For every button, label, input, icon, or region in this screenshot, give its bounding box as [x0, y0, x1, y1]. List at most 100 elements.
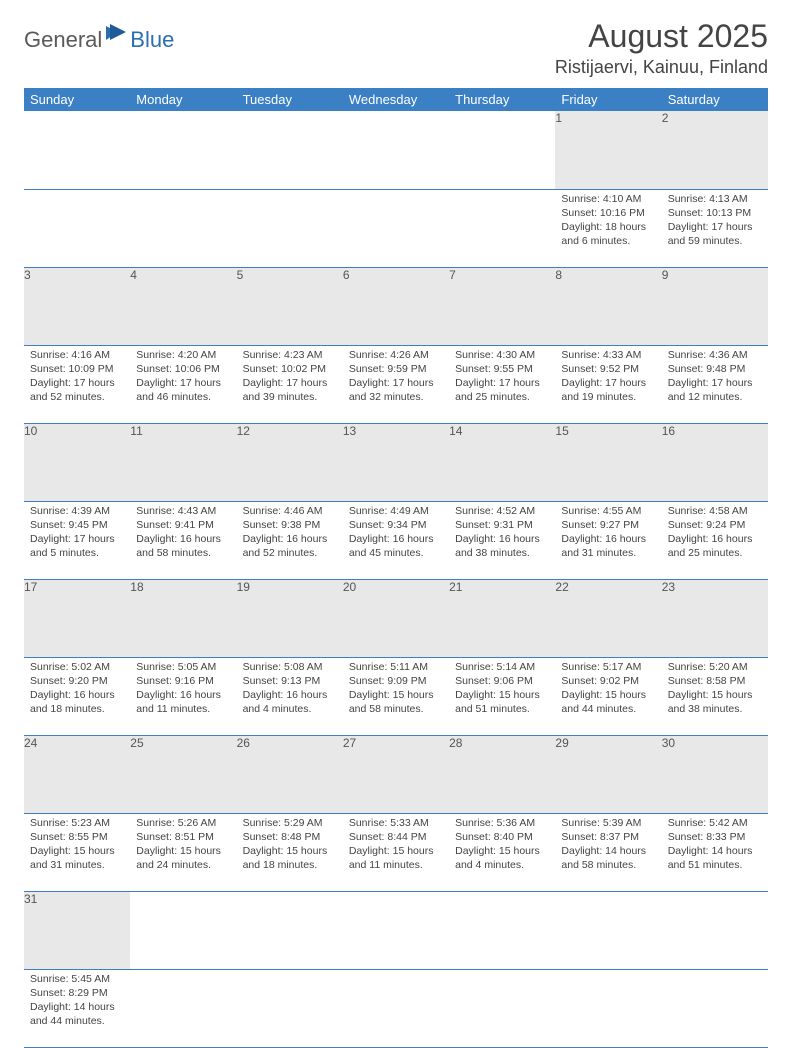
- day-details: Sunrise: 5:05 AMSunset: 9:16 PMDaylight:…: [130, 658, 236, 721]
- sunrise-line: Sunrise: 4:49 AM: [349, 504, 443, 518]
- day-details: Sunrise: 5:36 AMSunset: 8:40 PMDaylight:…: [449, 814, 555, 877]
- day-cell: [449, 969, 555, 1047]
- day-number-cell: 5: [237, 267, 343, 345]
- daylight-line: Daylight: 18 hours and 6 minutes.: [561, 220, 655, 248]
- sunset-line: Sunset: 9:41 PM: [136, 518, 230, 532]
- sunrise-line: Sunrise: 4:58 AM: [668, 504, 762, 518]
- day-number-cell: 3: [24, 267, 130, 345]
- day-details: Sunrise: 5:17 AMSunset: 9:02 PMDaylight:…: [555, 658, 661, 721]
- day-details: Sunrise: 4:46 AMSunset: 9:38 PMDaylight:…: [237, 502, 343, 565]
- daylight-line: Daylight: 15 hours and 11 minutes.: [349, 844, 443, 872]
- weekday-header: Monday: [130, 88, 236, 111]
- sunset-line: Sunset: 10:16 PM: [561, 206, 655, 220]
- day-details: Sunrise: 5:08 AMSunset: 9:13 PMDaylight:…: [237, 658, 343, 721]
- day-content-row: Sunrise: 5:45 AMSunset: 8:29 PMDaylight:…: [24, 969, 768, 1047]
- day-details: Sunrise: 4:33 AMSunset: 9:52 PMDaylight:…: [555, 346, 661, 409]
- sunset-line: Sunset: 9:27 PM: [561, 518, 655, 532]
- day-cell: [130, 189, 236, 267]
- daylight-line: Daylight: 15 hours and 24 minutes.: [136, 844, 230, 872]
- day-cell: Sunrise: 5:42 AMSunset: 8:33 PMDaylight:…: [662, 813, 768, 891]
- day-cell: [343, 189, 449, 267]
- weekday-header: Tuesday: [237, 88, 343, 111]
- sunrise-line: Sunrise: 4:43 AM: [136, 504, 230, 518]
- day-details: Sunrise: 4:23 AMSunset: 10:02 PMDaylight…: [237, 346, 343, 409]
- day-cell: Sunrise: 4:33 AMSunset: 9:52 PMDaylight:…: [555, 345, 661, 423]
- day-cell: Sunrise: 5:05 AMSunset: 9:16 PMDaylight:…: [130, 657, 236, 735]
- day-details: Sunrise: 5:29 AMSunset: 8:48 PMDaylight:…: [237, 814, 343, 877]
- day-number-cell: [343, 111, 449, 189]
- day-number-cell: 21: [449, 579, 555, 657]
- day-cell: Sunrise: 5:45 AMSunset: 8:29 PMDaylight:…: [24, 969, 130, 1047]
- sunrise-line: Sunrise: 4:13 AM: [668, 192, 762, 206]
- sunset-line: Sunset: 9:48 PM: [668, 362, 762, 376]
- weekday-header: Friday: [555, 88, 661, 111]
- sunrise-line: Sunrise: 5:29 AM: [243, 816, 337, 830]
- day-number-cell: 19: [237, 579, 343, 657]
- daylight-line: Daylight: 17 hours and 39 minutes.: [243, 376, 337, 404]
- sunrise-line: Sunrise: 5:33 AM: [349, 816, 443, 830]
- daylight-line: Daylight: 15 hours and 31 minutes.: [30, 844, 124, 872]
- sunset-line: Sunset: 9:16 PM: [136, 674, 230, 688]
- day-number-row: 12: [24, 111, 768, 189]
- sunrise-line: Sunrise: 5:14 AM: [455, 660, 549, 674]
- daylight-line: Daylight: 14 hours and 51 minutes.: [668, 844, 762, 872]
- sunset-line: Sunset: 8:44 PM: [349, 830, 443, 844]
- location: Ristijaervi, Kainuu, Finland: [555, 57, 768, 78]
- day-cell: [449, 189, 555, 267]
- sunrise-line: Sunrise: 5:26 AM: [136, 816, 230, 830]
- sunset-line: Sunset: 8:29 PM: [30, 986, 124, 1000]
- day-details: Sunrise: 5:45 AMSunset: 8:29 PMDaylight:…: [24, 970, 130, 1033]
- sunset-line: Sunset: 9:09 PM: [349, 674, 443, 688]
- day-details: Sunrise: 5:02 AMSunset: 9:20 PMDaylight:…: [24, 658, 130, 721]
- weekday-header: Sunday: [24, 88, 130, 111]
- weekday-header: Wednesday: [343, 88, 449, 111]
- day-cell: Sunrise: 4:58 AMSunset: 9:24 PMDaylight:…: [662, 501, 768, 579]
- logo-flag-icon: [106, 24, 128, 47]
- daylight-line: Daylight: 15 hours and 38 minutes.: [668, 688, 762, 716]
- day-number-cell: 9: [662, 267, 768, 345]
- day-cell: Sunrise: 5:23 AMSunset: 8:55 PMDaylight:…: [24, 813, 130, 891]
- day-details: Sunrise: 4:58 AMSunset: 9:24 PMDaylight:…: [662, 502, 768, 565]
- day-cell: Sunrise: 5:02 AMSunset: 9:20 PMDaylight:…: [24, 657, 130, 735]
- day-details: Sunrise: 4:52 AMSunset: 9:31 PMDaylight:…: [449, 502, 555, 565]
- sunset-line: Sunset: 9:31 PM: [455, 518, 549, 532]
- day-cell: Sunrise: 4:49 AMSunset: 9:34 PMDaylight:…: [343, 501, 449, 579]
- day-cell: Sunrise: 4:13 AMSunset: 10:13 PMDaylight…: [662, 189, 768, 267]
- logo: General Blue: [24, 24, 174, 55]
- day-number-cell: 6: [343, 267, 449, 345]
- day-number-cell: 26: [237, 735, 343, 813]
- day-cell: Sunrise: 5:36 AMSunset: 8:40 PMDaylight:…: [449, 813, 555, 891]
- day-content-row: Sunrise: 4:16 AMSunset: 10:09 PMDaylight…: [24, 345, 768, 423]
- weekday-header: Thursday: [449, 88, 555, 111]
- daylight-line: Daylight: 15 hours and 44 minutes.: [561, 688, 655, 716]
- sunset-line: Sunset: 9:38 PM: [243, 518, 337, 532]
- day-number-cell: 1: [555, 111, 661, 189]
- weekday-header: Saturday: [662, 88, 768, 111]
- daylight-line: Daylight: 16 hours and 52 minutes.: [243, 532, 337, 560]
- day-details: Sunrise: 5:20 AMSunset: 8:58 PMDaylight:…: [662, 658, 768, 721]
- day-number-cell: 4: [130, 267, 236, 345]
- daylight-line: Daylight: 16 hours and 11 minutes.: [136, 688, 230, 716]
- day-number-row: 24252627282930: [24, 735, 768, 813]
- day-cell: Sunrise: 4:36 AMSunset: 9:48 PMDaylight:…: [662, 345, 768, 423]
- day-number-cell: 20: [343, 579, 449, 657]
- day-details: Sunrise: 5:23 AMSunset: 8:55 PMDaylight:…: [24, 814, 130, 877]
- day-number-cell: 31: [24, 891, 130, 969]
- day-details: Sunrise: 4:10 AMSunset: 10:16 PMDaylight…: [555, 190, 661, 253]
- title-block: August 2025 Ristijaervi, Kainuu, Finland: [555, 18, 768, 78]
- day-details: Sunrise: 5:26 AMSunset: 8:51 PMDaylight:…: [130, 814, 236, 877]
- day-details: Sunrise: 5:14 AMSunset: 9:06 PMDaylight:…: [449, 658, 555, 721]
- logo-text-blue: Blue: [130, 27, 174, 53]
- day-number-cell: 29: [555, 735, 661, 813]
- day-content-row: Sunrise: 5:23 AMSunset: 8:55 PMDaylight:…: [24, 813, 768, 891]
- day-number-cell: 28: [449, 735, 555, 813]
- day-cell: [130, 969, 236, 1047]
- sunrise-line: Sunrise: 5:36 AM: [455, 816, 549, 830]
- sunrise-line: Sunrise: 5:45 AM: [30, 972, 124, 986]
- day-cell: [24, 189, 130, 267]
- calendar-table: Sunday Monday Tuesday Wednesday Thursday…: [24, 88, 768, 1048]
- day-details: Sunrise: 5:42 AMSunset: 8:33 PMDaylight:…: [662, 814, 768, 877]
- daylight-line: Daylight: 16 hours and 18 minutes.: [30, 688, 124, 716]
- sunrise-line: Sunrise: 4:16 AM: [30, 348, 124, 362]
- day-number-cell: 25: [130, 735, 236, 813]
